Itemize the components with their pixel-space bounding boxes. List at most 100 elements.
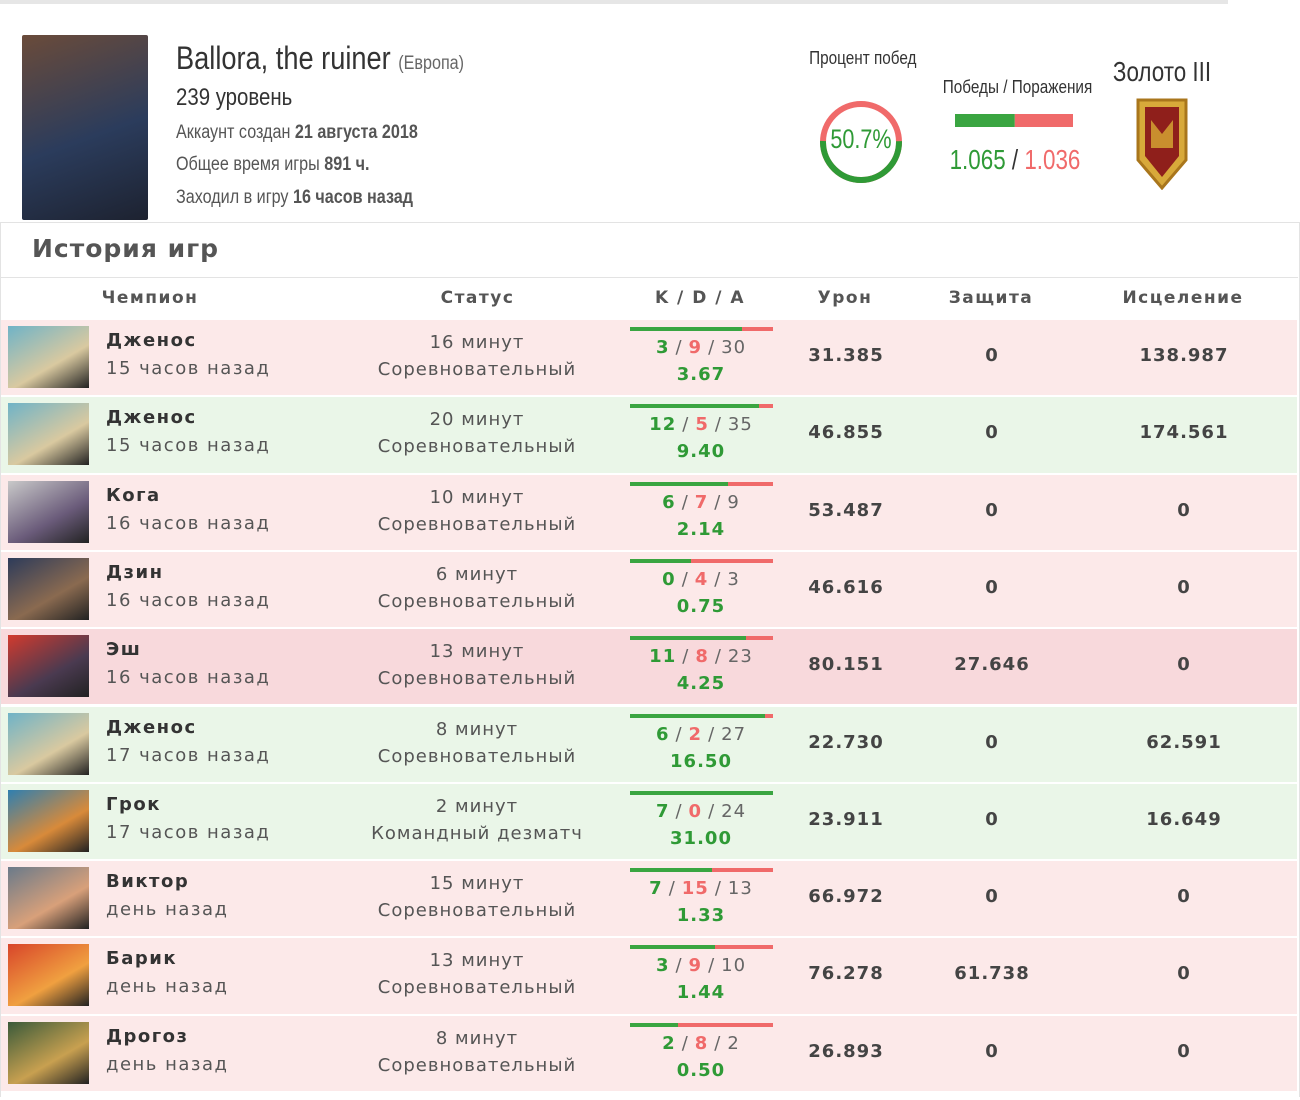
column-header: Урон (817, 288, 873, 308)
healing: 0 (1177, 963, 1191, 985)
kills: 3 (655, 955, 670, 977)
champion-avatar (8, 635, 89, 698)
deaths: 15 (681, 878, 709, 900)
mode: Командный дезматч (371, 822, 583, 844)
separator: / (714, 568, 722, 590)
wl-bar (955, 114, 1073, 127)
kda-ratio: 0.50 (676, 1059, 726, 1081)
rank-badge (1136, 98, 1188, 190)
deaths: 7 (694, 491, 709, 513)
wl-title: Победы / Поражения (942, 77, 1093, 97)
wins-bar (955, 114, 1015, 127)
kda-bar-good (630, 327, 743, 331)
separator: / (708, 955, 716, 977)
kda-bar-good (630, 868, 712, 873)
separator: / (668, 878, 676, 900)
kda-ratio: 1.33 (676, 905, 726, 927)
win-rate-label: 50.7% (830, 124, 892, 154)
time-ago: 16 часов назад (106, 667, 271, 689)
duration: 16 минут (429, 332, 525, 353)
shield: 0 (985, 422, 999, 444)
region: (Европа) (398, 53, 465, 74)
kills: 11 (649, 646, 677, 668)
created: Аккаунт создан 21 августа 2018 (176, 122, 418, 144)
value: 16 часов назад (292, 187, 414, 208)
time-ago: 15 часов назад (106, 435, 271, 457)
kda: 6/7/9 (621, 492, 781, 513)
value: 891 ч. (324, 154, 370, 175)
separator: / (708, 337, 716, 358)
kda: 11/8/23 (621, 646, 781, 667)
healing: 0 (1177, 1040, 1191, 1062)
match-row: Барик день назад 13 минут Соревновательный 3… (1, 938, 1297, 1014)
kda: 6/2/27 (621, 724, 781, 745)
kda-bar-bad (759, 404, 773, 409)
mode: Соревновательный (377, 590, 577, 612)
separator: / (681, 491, 689, 513)
time-ago: день назад (106, 1053, 229, 1075)
kda-ratio: 31.00 (670, 827, 732, 849)
time-ago: день назад (106, 899, 229, 921)
match-row: Дзин 16 часов назад 6 минут Соревновательны… (1, 551, 1297, 628)
duration: 6 минут (435, 563, 519, 585)
separator: / (681, 568, 689, 590)
duration: 20 минут (429, 409, 525, 431)
healing: 138.987 (1139, 345, 1229, 366)
kda-bar-good (630, 636, 746, 641)
separator: / (682, 646, 690, 668)
assists: 9 (727, 491, 740, 513)
shield: 0 (985, 576, 999, 598)
shield: 0 (985, 499, 999, 521)
kda-bar-bad (714, 945, 773, 950)
champion-name: Виктор (106, 871, 190, 893)
match-row: Дженос 15 часов назад 20 минут Соревновател… (1, 397, 1297, 473)
kda-bar-good (630, 713, 765, 718)
match-row: Дрогоз день назад 8 минут Соревновательный 2… (1, 1015, 1297, 1091)
kda-bar-bad (691, 558, 773, 563)
separator: / (682, 414, 690, 436)
match-row: Дженос 17 часов назад 8 минут Соревнователь… (1, 706, 1297, 782)
kills: 3 (655, 337, 670, 358)
champion-name: Дженос (106, 407, 197, 429)
assists: 10 (721, 955, 747, 977)
assists: 2 (727, 1032, 740, 1054)
champion-name: Дрогоз (106, 1025, 189, 1047)
kda-bar-bad (764, 713, 773, 718)
deaths: 5 (695, 414, 709, 436)
column-header: Статус (440, 288, 515, 308)
assists: 27 (721, 723, 747, 745)
match-row: Кога 16 часов назад 10 минут Соревновательн… (1, 474, 1297, 550)
duration: 10 минут (429, 486, 525, 508)
kda-ratio: 16.50 (670, 750, 732, 772)
separator: / (714, 414, 722, 436)
assists: 30 (721, 337, 747, 358)
kills: 6 (662, 491, 676, 513)
kda-bar-bad (727, 481, 773, 486)
top-border (0, 0, 1228, 4)
kda-bar-good (630, 1022, 678, 1027)
match-row: Грок 17 часов назад 2 минут Командный дезма… (1, 783, 1297, 860)
shield: 0 (985, 345, 999, 366)
win-rate-ring (820, 101, 902, 183)
duration: 13 минут (429, 641, 525, 663)
champion-name: Кога (106, 484, 161, 506)
separator: / (714, 878, 722, 900)
damage: 26.893 (808, 1040, 884, 1062)
assists: 35 (727, 414, 753, 436)
champion-avatar (8, 944, 89, 1007)
match-row: Виктор день назад 15 минут Соревновательный… (1, 861, 1297, 937)
mode: Соревновательный (377, 977, 577, 999)
time-ago: день назад (106, 976, 229, 998)
champion-name: Дзин (106, 561, 164, 583)
separator: / (675, 955, 683, 977)
damage: 46.855 (808, 422, 884, 444)
title-rule (0, 277, 1298, 278)
kda-bar-bad (677, 1022, 773, 1027)
champion-avatar (8, 557, 89, 620)
playtime: Общее время игры 891 ч. (176, 154, 370, 176)
damage: 76.278 (808, 963, 884, 985)
name: Ballora, the ruiner (176, 40, 391, 76)
time-ago: 17 часов назад (106, 744, 271, 766)
champion-name: Дженос (106, 716, 197, 738)
